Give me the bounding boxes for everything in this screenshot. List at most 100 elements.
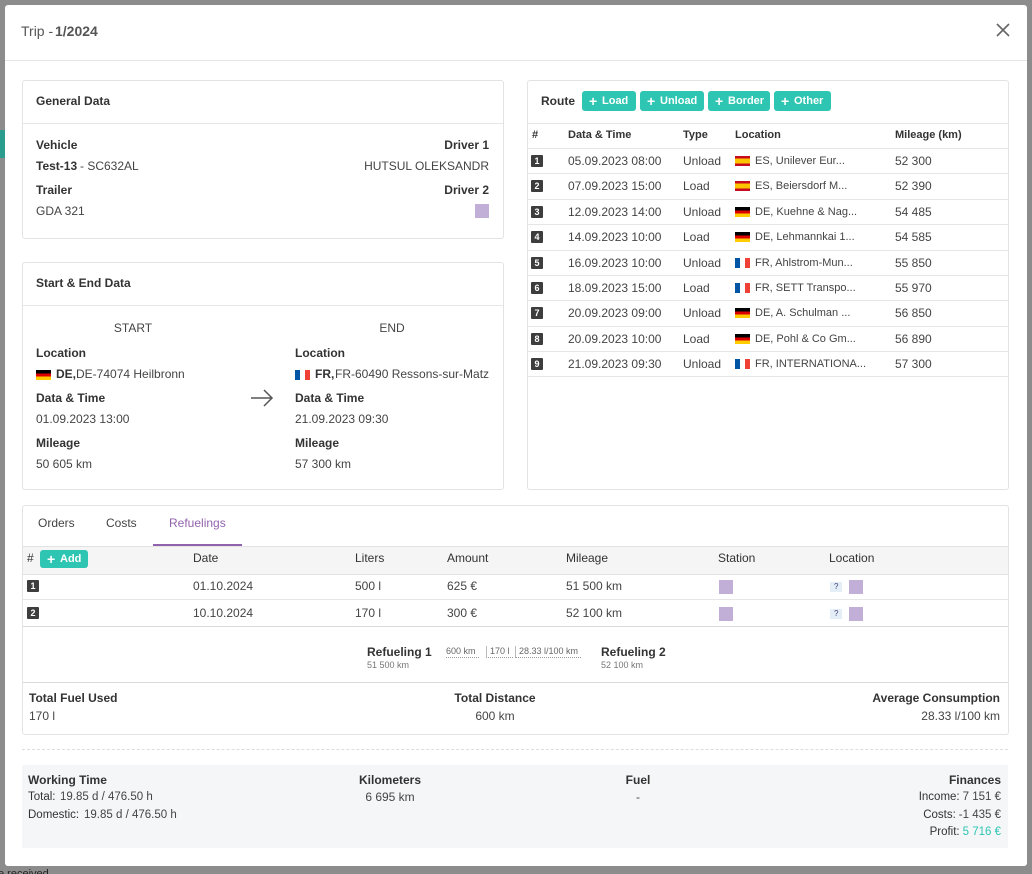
cell: 56 850 bbox=[895, 306, 932, 321]
tabs-card bbox=[22, 505, 1009, 735]
cell: 56 890 bbox=[895, 331, 932, 346]
flag bbox=[735, 232, 750, 243]
value: 50 605 km bbox=[36, 457, 93, 471]
flag bbox=[735, 156, 750, 166]
footer-title: Fuel bbox=[625, 773, 651, 787]
timeline-segment: 28.33 l/100 km bbox=[515, 646, 582, 658]
add-stop-button[interactable]: Unload bbox=[640, 91, 704, 111]
column-header: # bbox=[27, 551, 34, 565]
cell: 300 € bbox=[447, 606, 478, 620]
column-header: Mileage (km) bbox=[895, 129, 962, 141]
column-header: # bbox=[532, 129, 539, 141]
cell: 52 100 km bbox=[566, 606, 623, 620]
dashed-divider bbox=[22, 749, 1008, 750]
column-heading: END bbox=[379, 321, 405, 335]
tab-underline bbox=[153, 544, 242, 546]
location-badge: ? bbox=[830, 582, 843, 592]
cell: ES, Unilever Eur... bbox=[755, 155, 845, 167]
divider bbox=[23, 123, 503, 124]
divider bbox=[23, 682, 1008, 683]
flag bbox=[36, 370, 51, 380]
divider bbox=[528, 148, 1008, 149]
column-header: Date bbox=[193, 551, 219, 565]
cell: 01.10.2024 bbox=[193, 579, 254, 593]
label: Data & Time bbox=[36, 391, 106, 405]
label: Costs: bbox=[923, 809, 956, 821]
value: 7 151 € bbox=[962, 791, 1001, 803]
address: DE-74074 Heilbronn bbox=[76, 367, 185, 381]
value: 6 695 km bbox=[365, 790, 415, 804]
divider bbox=[23, 305, 503, 306]
row-number: 6 bbox=[531, 282, 543, 294]
add-button[interactable]: Add bbox=[40, 550, 88, 568]
cell: 12.09.2023 14:00 bbox=[568, 204, 662, 219]
row-number: 9 bbox=[531, 358, 543, 371]
column-header: Data & Time bbox=[568, 129, 632, 141]
label: Driver 2 bbox=[444, 183, 489, 197]
row-number: 1 bbox=[27, 580, 39, 592]
column-header: Type bbox=[683, 129, 708, 141]
row-number: 8 bbox=[531, 332, 543, 345]
timeline-km: 52 100 km bbox=[601, 660, 644, 670]
add-stop-button[interactable]: Other bbox=[774, 91, 831, 111]
value: 5 716 € bbox=[962, 826, 1001, 838]
cell: 05.09.2023 08:00 bbox=[568, 154, 662, 168]
bg-text: e received bbox=[0, 868, 49, 874]
row-divider bbox=[528, 224, 1008, 225]
add-stop-button[interactable]: Load bbox=[582, 91, 636, 111]
label: Driver 1 bbox=[444, 138, 489, 152]
add-stop-button[interactable]: Border bbox=[708, 91, 770, 111]
tab[interactable]: Costs bbox=[106, 516, 137, 530]
summary-label: Total Distance bbox=[454, 691, 536, 705]
column-header: Location bbox=[735, 129, 781, 141]
row-divider bbox=[528, 250, 1008, 251]
tab[interactable]: Orders bbox=[38, 516, 75, 530]
cell: DE, A. Schulman ... bbox=[755, 307, 851, 320]
location-badge: ? bbox=[830, 609, 843, 619]
flag bbox=[735, 333, 750, 344]
cell: 54 485 bbox=[895, 204, 932, 219]
flag bbox=[735, 359, 750, 370]
label: Profit: bbox=[929, 826, 960, 838]
country: FR, bbox=[315, 367, 335, 381]
cell: 14.09.2023 10:00 bbox=[568, 230, 662, 245]
label: Location bbox=[295, 346, 345, 360]
summary-value: 170 l bbox=[29, 709, 56, 723]
cell: 21.09.2023 09:30 bbox=[568, 357, 662, 372]
divider bbox=[528, 123, 1008, 124]
title-number: 1/2024 bbox=[55, 23, 98, 39]
cell: 10.10.2024 bbox=[193, 606, 254, 620]
summary-value: 600 km bbox=[475, 709, 515, 723]
cell: Unload bbox=[683, 357, 722, 372]
vehicle-plate: - SC632AL bbox=[80, 159, 139, 173]
label: Location bbox=[36, 346, 86, 360]
start-end-card bbox=[22, 262, 504, 490]
cell: ES, Beiersdorf M... bbox=[755, 180, 848, 193]
arrow bbox=[251, 389, 274, 407]
cell: 52 300 bbox=[895, 154, 932, 168]
flag bbox=[735, 257, 750, 268]
cell: 57 300 bbox=[895, 357, 932, 372]
cell: Unload bbox=[683, 306, 722, 321]
row-number: 3 bbox=[531, 205, 543, 218]
row-divider bbox=[528, 275, 1008, 276]
summary-label: Average Consumption bbox=[872, 691, 1000, 705]
vehicle-name: Test-13 bbox=[36, 159, 78, 173]
cell: DE, Pohl & Co Gm... bbox=[755, 332, 856, 345]
card-title: Route bbox=[541, 94, 575, 108]
divider bbox=[23, 599, 1008, 600]
cell: Load bbox=[683, 230, 710, 245]
value: 57 300 km bbox=[295, 457, 352, 471]
bg-button bbox=[0, 130, 5, 158]
timeline-segment: 600 km bbox=[446, 646, 479, 658]
close-button[interactable] bbox=[996, 23, 1010, 37]
cell: Unload bbox=[683, 255, 722, 270]
row-divider bbox=[528, 326, 1008, 327]
cell: 500 l bbox=[355, 579, 382, 593]
cell: 54 585 bbox=[895, 230, 932, 245]
timeline-km: 51 500 km bbox=[367, 660, 410, 670]
summary-label: Total Fuel Used bbox=[29, 691, 118, 705]
row-number: 2 bbox=[531, 180, 543, 193]
tab[interactable]: Refuelings bbox=[169, 516, 226, 530]
cell: 16.09.2023 10:00 bbox=[568, 255, 662, 270]
